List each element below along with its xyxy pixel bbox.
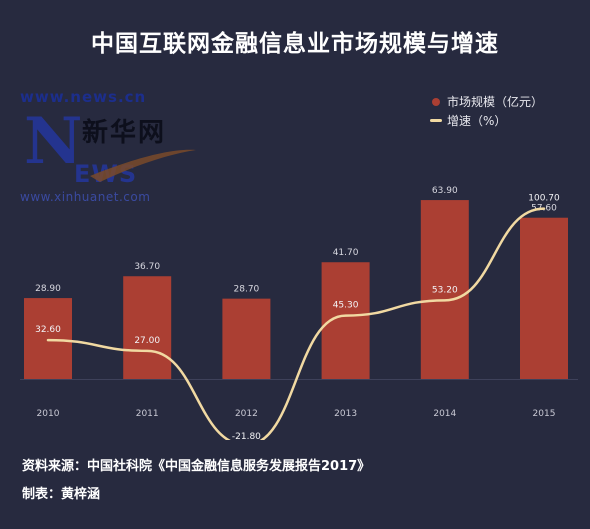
- line-label-2014: 53.20: [432, 285, 458, 295]
- legend-line-label: 增速（%）: [447, 114, 507, 128]
- line-label-2015: 100.70: [528, 194, 560, 204]
- bar-2014: [420, 200, 469, 379]
- legend-item-line: 增速（%）: [430, 111, 543, 130]
- line-label-2012: -21.80: [232, 432, 261, 440]
- x-tick-2012: 2012: [235, 409, 258, 419]
- logo-name: 新华网: [82, 118, 167, 148]
- bar-label-2010: 28.90: [35, 284, 61, 294]
- line-label-2010: 32.60: [35, 325, 61, 335]
- xinhua-logo: www.news.cn N 新华网 EWS www.xinhuanet.com: [20, 88, 220, 208]
- bar-2012: [222, 298, 271, 379]
- logo-url-top: www.news.cn: [20, 88, 147, 106]
- bar-2010: [24, 298, 72, 379]
- x-tick-2013: 2013: [334, 409, 357, 419]
- line-label-2013: 45.30: [333, 301, 359, 311]
- line-label-2011: 27.00: [134, 336, 160, 346]
- x-tick-2014: 2014: [433, 409, 456, 419]
- maker-note: 制表：黄梓涵: [22, 487, 101, 502]
- legend-bar-dot-icon: [432, 97, 440, 106]
- logo-swoosh-icon: [90, 149, 196, 182]
- bar-label-2014: 63.90: [432, 186, 458, 196]
- bar-label-2013: 41.70: [333, 248, 359, 258]
- growth-line: [46, 207, 546, 440]
- source-note: 资料来源：中国社科院《中国金融信息服务发展报告2017》: [22, 459, 371, 474]
- chart-plot: 28.90 2010 36.70 2011 28.70 2012 41.70 2013 63.9…: [20, 186, 578, 440]
- bar-label-2011: 36.70: [134, 262, 160, 272]
- legend-bar-label: 市场规模（亿元）: [447, 95, 544, 109]
- bar-2015: [520, 217, 568, 379]
- chart-title: 中国互联网金融信息业市场规模与增速: [91, 31, 499, 57]
- legend-line-dash-icon: [430, 119, 442, 122]
- x-tick-2011: 2011: [136, 409, 159, 419]
- logo-url-bottom: www.xinhuanet.com: [20, 190, 151, 204]
- legend-item-bar: 市场规模（亿元）: [430, 92, 543, 111]
- bar-label-2012: 28.70: [234, 285, 260, 295]
- x-tick-2010: 2010: [37, 409, 60, 419]
- logo-big-letter: N: [24, 104, 83, 179]
- x-tick-2015: 2015: [533, 409, 556, 419]
- bar-2011: [123, 276, 172, 379]
- chart-legend: 市场规模（亿元） 增速（%）: [430, 92, 543, 130]
